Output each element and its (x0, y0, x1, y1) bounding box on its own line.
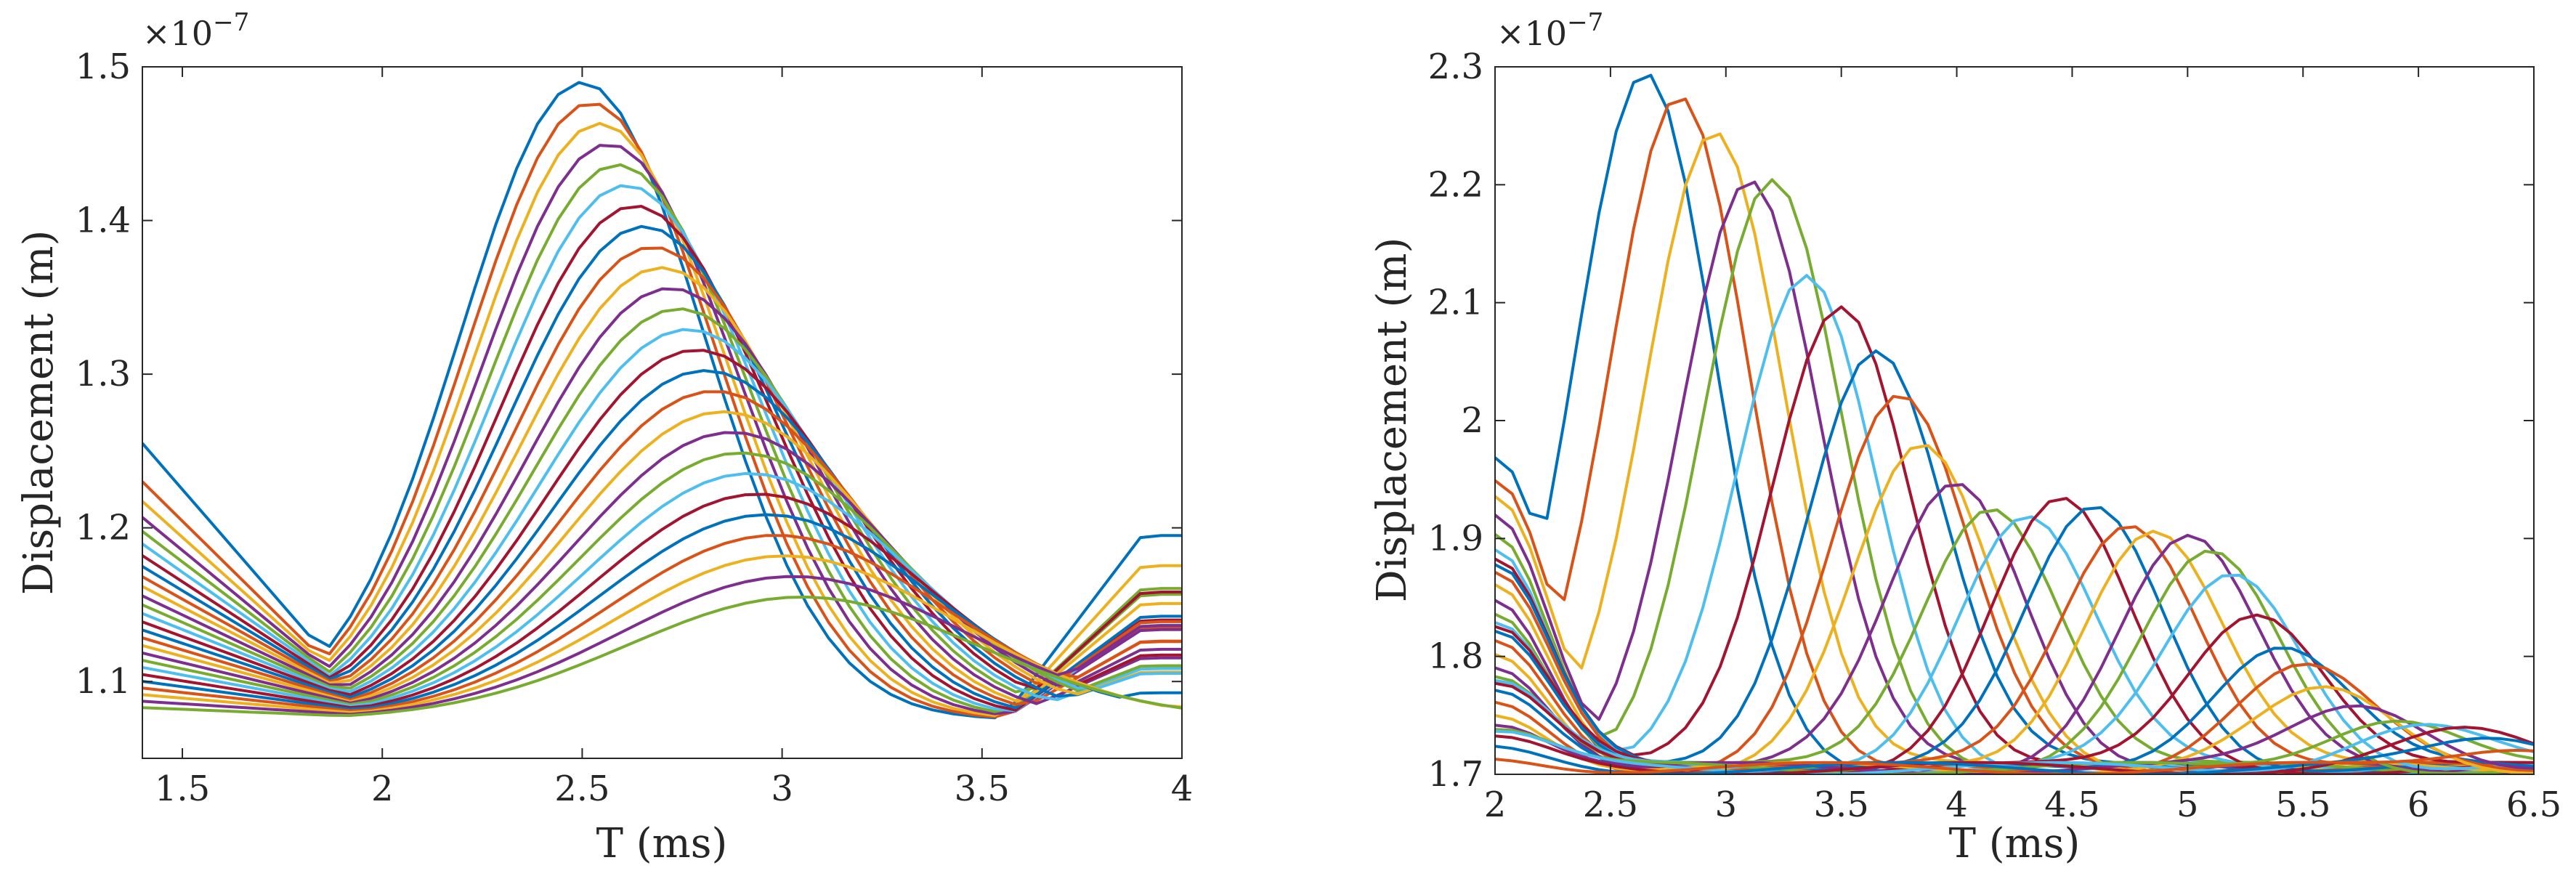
left-y-tick-label: 1.4 (76, 200, 131, 241)
right-y-tick-label: 1.8 (1428, 636, 1483, 677)
left-series-line (142, 307, 1182, 694)
left-exponent-label: ×10−7 (142, 8, 249, 53)
left-series-line (142, 534, 1182, 713)
right-x-axis-label: T (ms) (1949, 820, 2081, 867)
left-series-line (142, 596, 1182, 717)
right-x-tick-label: 6.5 (2506, 784, 2561, 825)
right-x-tick-label: 2.5 (1583, 784, 1638, 825)
left-series-line (142, 410, 1182, 704)
right-y-tick-label: 2 (1461, 400, 1483, 441)
left-series-line (142, 287, 1182, 705)
right-y-tick-label: 1.7 (1428, 754, 1483, 795)
chart-left: 1.5 2 2.5 3 3.5 4 1.1 1.2 1.3 1.4 1.5 ×10−7 T (ms)… (15, 8, 1193, 867)
left-x-tick-label: 2 (371, 769, 394, 809)
right-x-tick-label: 3 (1715, 784, 1738, 825)
left-x-tick-label: 3 (771, 769, 793, 809)
right-x-tick-label: 5.5 (2275, 784, 2330, 825)
left-x-tick-label: 3.5 (955, 769, 1010, 809)
right-ticks: 2 2.5 3 3.5 4 4.5 5 5.5 6 6.5 1.7 1.8 1.9 2 2.1 2.2 2.3 (1428, 46, 2562, 825)
left-series-line (142, 266, 1182, 702)
right-x-tick-label: 6 (2407, 784, 2430, 825)
left-series-line (142, 224, 1182, 710)
left-axes-box (142, 66, 1183, 759)
left-y-tick-label: 1.1 (76, 661, 131, 702)
left-y-tick-label: 1.3 (76, 354, 131, 394)
right-plot-area (1495, 67, 2534, 774)
left-series-line (142, 390, 1182, 702)
left-ticks: 1.5 2 2.5 3 3.5 4 1.1 1.2 1.3 1.4 1.5 (76, 46, 1194, 809)
right-y-tick-label: 1.9 (1428, 518, 1483, 559)
left-y-axis-label: Displacement (m) (15, 230, 62, 596)
left-series-line (142, 369, 1182, 700)
right-series-line (1495, 748, 2534, 774)
right-x-tick-label: 5 (2176, 784, 2199, 825)
right-y-axis-label: Displacement (m) (1369, 238, 1416, 603)
left-series-line (142, 144, 1182, 715)
chart-right: 2 2.5 3 3.5 4 4.5 5 5.5 6 6.51.71.81.922.12.22.3 … (1369, 8, 2561, 867)
left-plot-area (142, 67, 1182, 758)
left-y-tick-label: 1.5 (76, 46, 131, 87)
left-series-line (142, 349, 1182, 697)
left-y-tick-label: 1.2 (76, 508, 131, 548)
left-series-line (142, 575, 1182, 716)
left-x-tick-label: 2.5 (554, 769, 609, 809)
right-y-tick-label: 2.1 (1428, 283, 1483, 323)
right-exponent-label: ×10−7 (1496, 8, 1603, 53)
right-y-tick-label: 2.3 (1428, 46, 1483, 87)
left-series-line (142, 328, 1182, 702)
right-x-tick-label: 4 (1945, 784, 1968, 825)
left-x-tick-label: 4 (1171, 769, 1194, 809)
left-x-axis-label: T (ms) (596, 820, 728, 867)
right-x-tick-label: 3.5 (1813, 784, 1868, 825)
left-x-tick-label: 1.5 (155, 769, 210, 809)
left-series-line (142, 246, 1182, 706)
right-x-tick-label: 4.5 (2044, 784, 2099, 825)
left-series-line (142, 554, 1182, 714)
right-y-tick-label: 2.2 (1428, 164, 1483, 205)
left-series-group (142, 81, 1182, 720)
right-x-tick-label: 2 (1484, 784, 1507, 825)
left-series-line (142, 205, 1182, 712)
